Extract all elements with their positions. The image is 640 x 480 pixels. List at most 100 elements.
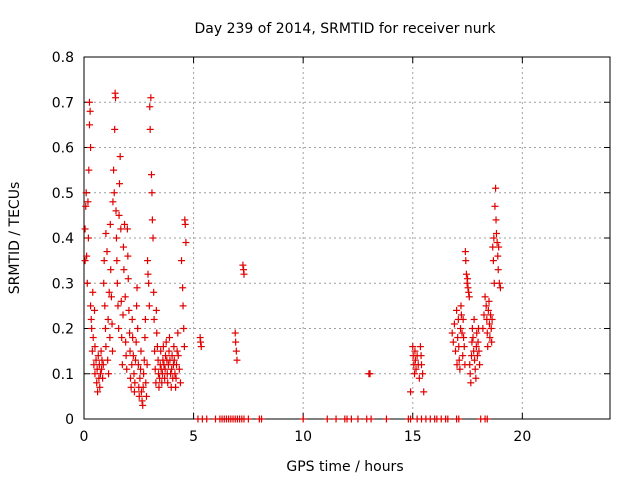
y-tick-label: 0.1 [52, 367, 74, 383]
data-point [102, 229, 110, 237]
data-point [94, 388, 102, 396]
data-point [158, 379, 166, 387]
data-point [416, 343, 424, 351]
data-point [135, 392, 143, 400]
data-point [141, 315, 149, 323]
data-point [86, 107, 94, 115]
data-point [453, 361, 461, 369]
data-point [469, 334, 477, 342]
data-point [157, 347, 165, 355]
data-point [116, 153, 124, 161]
data-point [496, 284, 504, 292]
data-point [137, 388, 145, 396]
data-point [485, 320, 493, 328]
data-point [151, 365, 159, 373]
data-point [96, 370, 104, 378]
data-point [472, 374, 480, 382]
data-point [299, 415, 307, 423]
data-point [460, 334, 468, 342]
data-point [118, 361, 126, 369]
data-point [483, 329, 491, 337]
data-point [120, 266, 128, 274]
data-point [483, 415, 491, 423]
data-point [490, 234, 498, 242]
data-point [138, 397, 146, 405]
y-tick-label: 0 [65, 412, 74, 428]
data-point [161, 374, 169, 382]
data-point [417, 352, 425, 360]
data-point [107, 266, 115, 274]
data-point [454, 334, 462, 342]
data-point [468, 338, 476, 346]
data-point [170, 343, 178, 351]
data-point [453, 306, 461, 314]
data-point [489, 257, 497, 265]
data-point [444, 415, 452, 423]
data-point [466, 361, 474, 369]
data-point [126, 374, 134, 382]
data-point [487, 311, 495, 319]
data-point [407, 388, 415, 396]
data-point [482, 302, 490, 310]
data-point [116, 180, 124, 188]
data-point [121, 293, 129, 301]
data-point [239, 261, 247, 269]
data-point [102, 343, 110, 351]
data-point [101, 302, 109, 310]
data-point [495, 243, 503, 251]
data-point [455, 415, 463, 423]
data-point [411, 347, 419, 355]
data-point [473, 329, 481, 337]
data-point [165, 347, 173, 355]
data-point [128, 315, 136, 323]
data-point [492, 184, 500, 192]
data-point [457, 302, 465, 310]
data-point [232, 338, 240, 346]
data-point [124, 275, 132, 283]
data-point [131, 379, 139, 387]
data-point [485, 297, 493, 305]
data-point [115, 325, 123, 332]
x-tick-label: 20 [513, 429, 531, 445]
data-point [134, 325, 142, 332]
data-point [140, 356, 148, 364]
data-point [133, 302, 141, 310]
data-point [419, 370, 427, 378]
data-point [97, 347, 105, 355]
data-point [113, 257, 121, 265]
data-point [464, 275, 472, 283]
data-point [475, 347, 483, 355]
data-point [179, 302, 187, 310]
data-point [92, 356, 100, 364]
data-point [153, 343, 161, 351]
data-point [98, 365, 106, 373]
data-point [132, 338, 140, 346]
data-point [232, 347, 240, 355]
data-point [155, 383, 163, 391]
data-point [465, 288, 473, 296]
data-point [127, 383, 135, 391]
data-point [491, 202, 499, 210]
data-point [114, 302, 122, 310]
data-point [464, 284, 472, 292]
data-point [153, 329, 161, 337]
data-point [168, 365, 176, 373]
data-point [145, 302, 153, 310]
data-point [85, 98, 93, 106]
data-point [149, 234, 157, 242]
data-point [99, 374, 107, 382]
data-point [418, 361, 426, 369]
data-point [462, 270, 470, 278]
data-point [162, 338, 170, 346]
data-point [123, 365, 131, 373]
data-point [152, 306, 160, 314]
data-point [82, 202, 90, 210]
data-point [118, 334, 126, 342]
data-point [132, 356, 140, 364]
data-point [129, 334, 137, 342]
data-point [93, 379, 101, 387]
data-point [470, 315, 478, 323]
data-point [126, 329, 134, 337]
y-tick-label: 0.7 [52, 95, 74, 111]
